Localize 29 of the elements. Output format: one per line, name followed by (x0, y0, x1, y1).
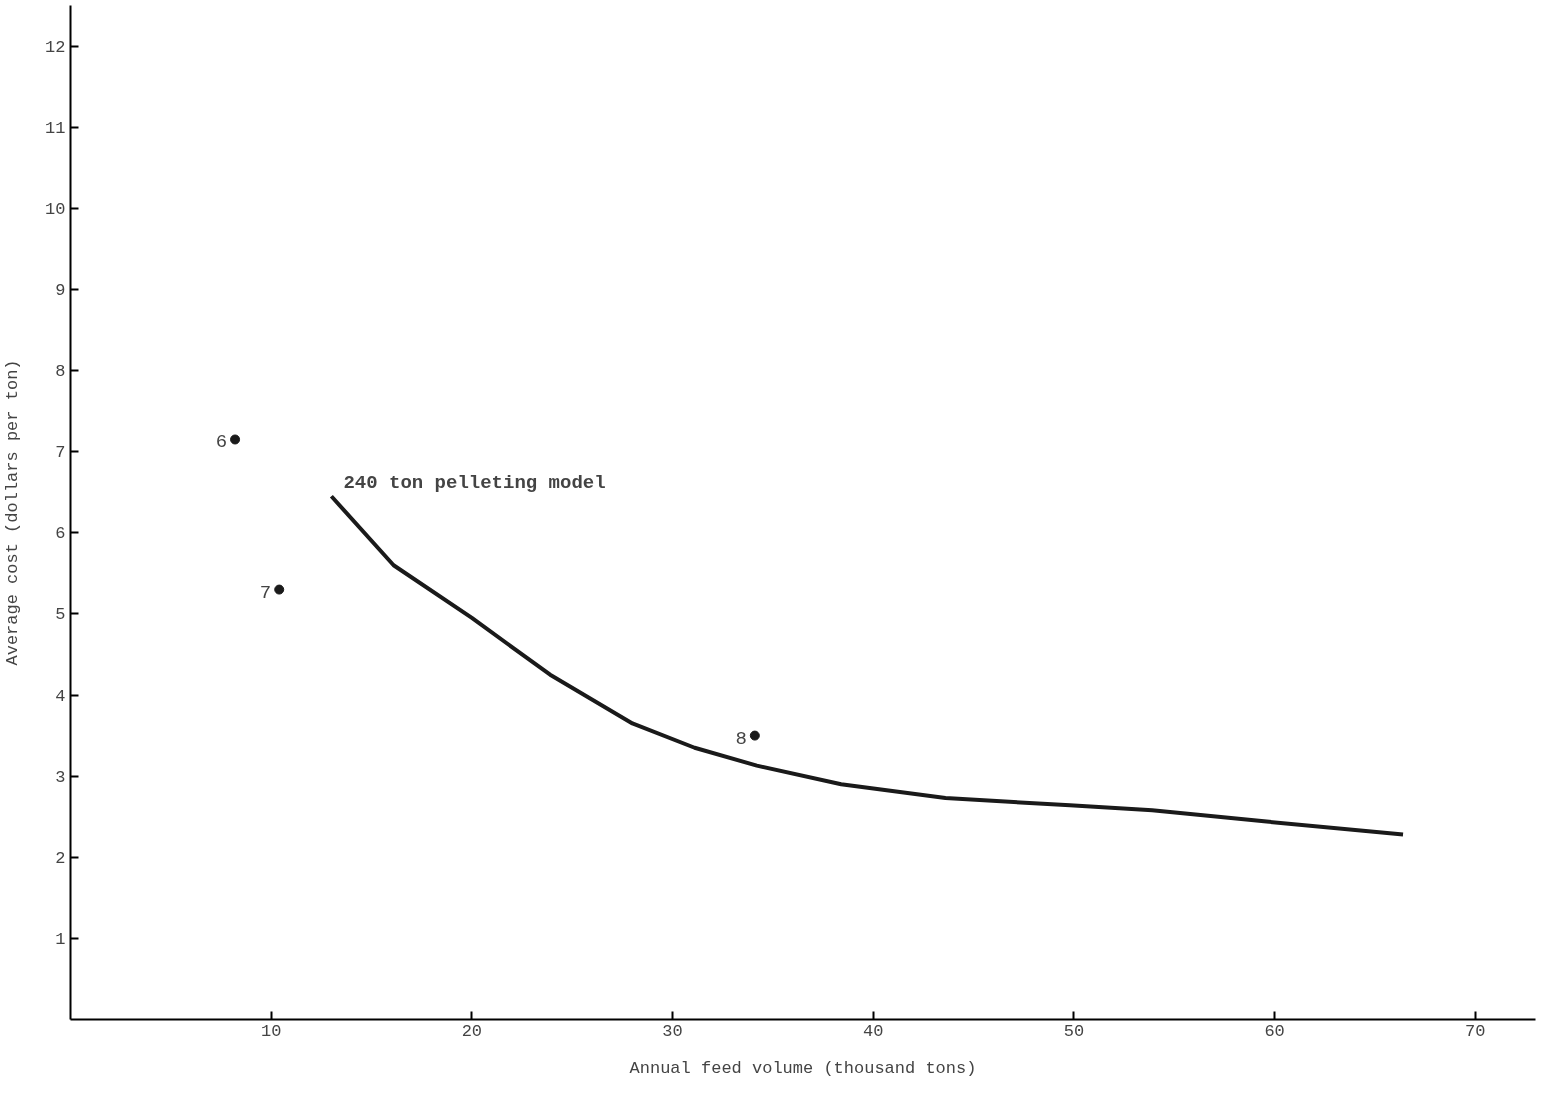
line-series (329, 494, 1406, 837)
y-tick-label: 10 (45, 199, 66, 219)
y-tick-label: 5 (55, 605, 66, 625)
x-tick-label: 10 (260, 1021, 282, 1041)
x-axis-title: Annual feed volume (thousand tons) (629, 1058, 977, 1078)
y-tick-label: 1 (55, 929, 66, 949)
x-tick-label: 60 (1264, 1021, 1285, 1041)
point (749, 730, 760, 741)
x-tick-label: 70 (1465, 1021, 1486, 1041)
y-tick-label: 3 (55, 767, 66, 787)
annotation: 7 (259, 581, 272, 604)
y-tick-label: 8 (55, 362, 66, 382)
x-tick-label: 20 (461, 1021, 483, 1041)
y-tick-label: 6 (55, 524, 66, 544)
annotation: 8 (735, 727, 747, 750)
y-tick-label: 11 (45, 118, 66, 138)
y-axis-title: Average cost (dollars per ton) (3, 359, 23, 666)
x-tick-label: 50 (1063, 1021, 1085, 1041)
y-tick-label: 2 (55, 848, 66, 868)
annotation: 240 ton pelleting model (343, 472, 606, 495)
y-tick-label: 9 (55, 280, 66, 300)
point (230, 434, 241, 445)
annotation: 6 (215, 431, 228, 454)
y-tick-label: 12 (45, 37, 66, 57)
y-tick-label: 7 (55, 443, 66, 463)
x-tick-label: 30 (662, 1021, 683, 1041)
point (274, 584, 285, 595)
x-tick-label: 40 (863, 1021, 884, 1041)
y-tick-label: 4 (55, 686, 66, 706)
